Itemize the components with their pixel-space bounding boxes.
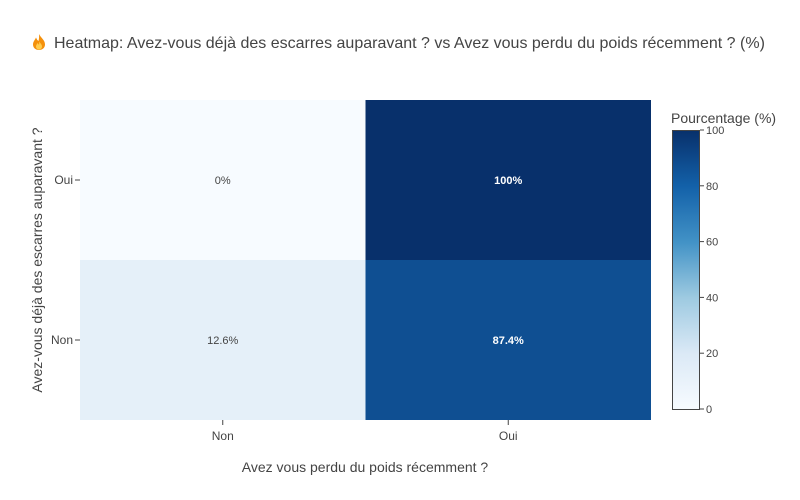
heatmap-cell [80, 100, 366, 260]
chart-title-text: Heatmap: Avez-vous déjà des escarres aup… [54, 35, 765, 52]
chart-title: Heatmap: Avez-vous déjà des escarres aup… [32, 34, 765, 53]
colorbar-ticks: 0 20 40 60 80 100 [700, 125, 724, 416]
x-tick-label: Non [212, 429, 234, 443]
colorbar-title: Pourcentage (%) [671, 110, 776, 126]
colorbar-tick-label: 100 [706, 125, 724, 137]
heatmap-cell [365, 100, 651, 260]
y-tick-label: Non [51, 333, 73, 347]
y-tick-label: Oui [54, 173, 73, 187]
heatmap-cell [365, 260, 651, 420]
colorbar-tick-label: 80 [706, 181, 718, 193]
cell-label: 87.4% [493, 335, 524, 347]
colorbar: Pourcentage (%) 0 20 40 60 80 100 [671, 110, 776, 416]
heatmap-cell [80, 260, 366, 420]
colorbar-gradient [672, 130, 700, 410]
colorbar-tick-label: 0 [706, 404, 712, 416]
colorbar-tick-label: 40 [706, 292, 718, 304]
heatmap-cell-labels: 12.6% 87.4% 0% 100% [207, 175, 524, 347]
colorbar-tick-label: 20 [706, 348, 718, 360]
x-axis-ticks: Non Oui [212, 420, 518, 443]
fire-icon [33, 34, 45, 50]
cell-label: 12.6% [207, 335, 238, 347]
x-axis-title: Avez vous perdu du poids récemment ? [242, 459, 489, 475]
cell-label: 100% [494, 175, 522, 187]
y-axis-title: Avez-vous déjà des escarres auparavant ? [29, 127, 45, 392]
colorbar-tick-label: 60 [706, 237, 718, 249]
cell-label: 0% [215, 175, 231, 187]
x-tick-label: Oui [499, 429, 518, 443]
heatmap-cells [80, 100, 651, 420]
y-axis-ticks: Non Oui [51, 173, 80, 347]
